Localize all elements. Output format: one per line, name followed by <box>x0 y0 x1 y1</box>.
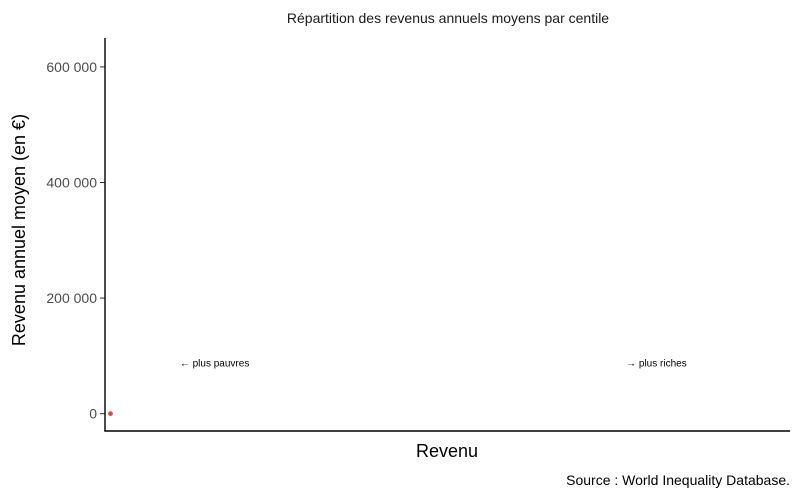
y-tick-label: 600 000 <box>46 59 97 75</box>
y-tick-label: 0 <box>89 406 97 422</box>
x-axis-title: Revenu <box>416 441 478 461</box>
y-axis-ticks: 0 200 000 400 000 600 000 <box>46 59 105 422</box>
annotation-label: → plus riches <box>626 358 687 369</box>
annotation-label: ← plus pauvres <box>180 358 249 369</box>
data-points <box>108 411 113 417</box>
chart-title: Répartition des revenus annuels moyens p… <box>287 10 609 26</box>
y-axis-title: Revenu annuel moyen (en €) <box>9 114 29 346</box>
y-tick-label: 400 000 <box>46 174 97 190</box>
source-caption: Source : World Inequality Database. <box>566 472 790 488</box>
annotations: ← plus pauvres → plus riches <box>180 358 687 369</box>
y-tick-label: 200 000 <box>46 290 97 306</box>
data-point <box>108 411 113 417</box>
